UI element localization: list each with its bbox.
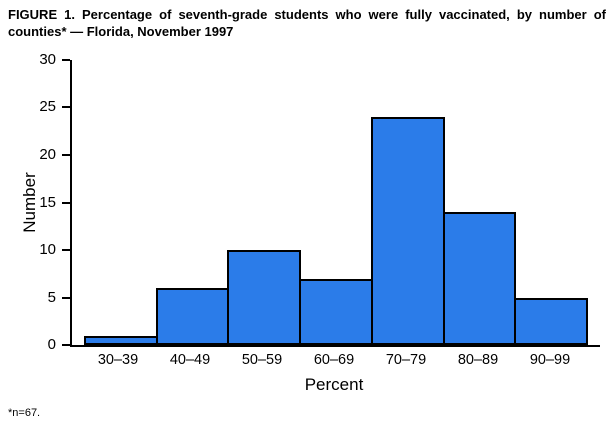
y-tick-label: 0: [47, 336, 56, 353]
bar: [514, 297, 589, 345]
y-tick-mark: [62, 201, 70, 204]
x-tick-label: 90–99: [529, 352, 571, 368]
y-tick-mark: [62, 106, 70, 109]
y-tick-label: 5: [47, 288, 56, 306]
x-axis-label: Percent: [304, 375, 364, 394]
bar: [442, 212, 517, 345]
y-tick-mark: [62, 296, 70, 299]
plot-area: [62, 59, 600, 347]
x-tick-label: 40–49: [169, 352, 211, 368]
y-tick-mark: [62, 344, 70, 346]
x-tick-label: 60–69: [313, 352, 355, 368]
x-tick-label: 70–79: [385, 352, 427, 368]
bars-group: [72, 60, 600, 345]
bar: [155, 288, 230, 345]
bar: [299, 278, 373, 345]
x-tick-label: 30–39: [97, 352, 139, 368]
x-tick-label: 50–59: [241, 352, 283, 368]
x-axis-tick-labels: 30–39 40–49 50–59 60–69 70–79 80–89 90–99: [70, 352, 598, 368]
y-tick-label: 30: [39, 51, 56, 68]
y-tick-label: 25: [39, 98, 56, 116]
y-axis-tick-labels: 0 5 10 15 20 25 30: [0, 51, 56, 353]
y-tick-label: 15: [39, 193, 56, 211]
bar: [370, 117, 445, 345]
y-tick-label: 20: [39, 145, 56, 163]
bar: [227, 250, 302, 345]
y-tick-mark: [62, 153, 70, 156]
y-tick-label: 10: [39, 240, 56, 258]
bar: [84, 335, 158, 345]
y-tick-mark: [62, 248, 70, 251]
x-tick-label: 80–89: [457, 352, 499, 368]
footnote: *n=67.: [8, 407, 41, 419]
y-tick-mark: [62, 59, 70, 61]
figure-title: FIGURE 1. Percentage of seventh-grade st…: [8, 7, 606, 40]
